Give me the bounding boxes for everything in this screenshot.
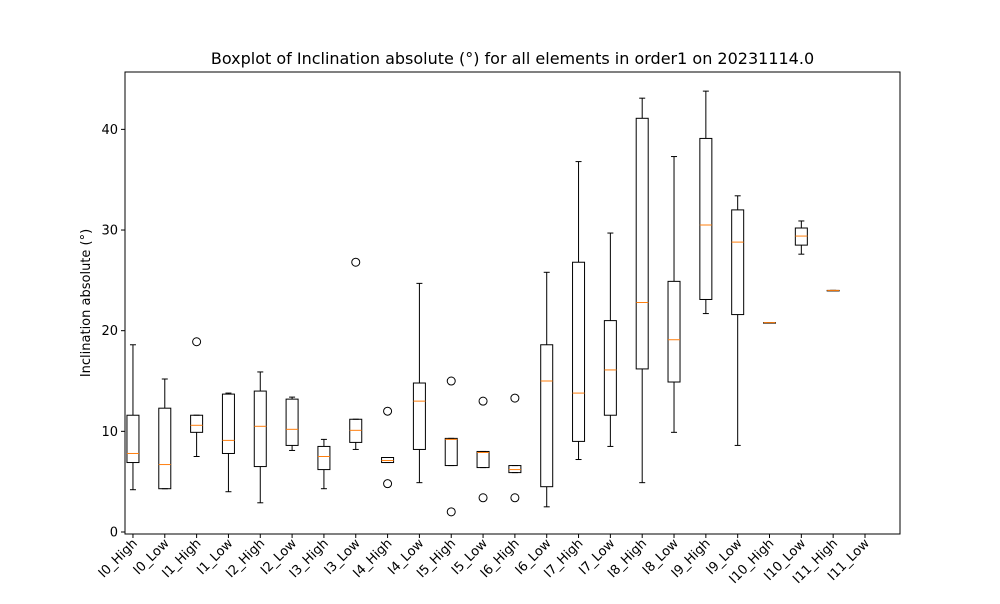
- outlier-point: [351, 257, 361, 267]
- iqr-box: [603, 320, 617, 416]
- iqr-box: [731, 209, 745, 316]
- box-I9_Low: [731, 195, 745, 446]
- outlier-point: [510, 493, 520, 503]
- outlier-point: [510, 393, 520, 403]
- outlier-point: [383, 406, 393, 416]
- axes-frame: [124, 71, 901, 535]
- box-I2_Low: [285, 396, 299, 451]
- iqr-box: [699, 137, 713, 300]
- outlier-point: [478, 493, 488, 503]
- iqr-box: [540, 344, 554, 488]
- chart-title: Boxplot of Inclination absolute (°) for …: [211, 49, 814, 68]
- box-I7_Low: [603, 232, 617, 447]
- iqr-box: [253, 390, 267, 468]
- y-tick-label: 10: [101, 425, 118, 440]
- box-I8_Low: [667, 156, 681, 433]
- box-I1_High: [190, 337, 204, 457]
- box-I7_High: [572, 161, 586, 461]
- outlier-point: [446, 376, 456, 386]
- iqr-box: [381, 457, 395, 464]
- iqr-box: [444, 437, 458, 467]
- y-tick-label: 0: [110, 525, 118, 540]
- iqr-box: [349, 418, 363, 443]
- box-I2_High: [253, 371, 267, 504]
- box-I8_High: [635, 97, 649, 484]
- iqr-box: [158, 407, 172, 490]
- box-I0_High: [126, 344, 140, 491]
- box-I5_Low: [476, 396, 490, 503]
- outlier-point: [383, 479, 393, 489]
- y-tick-label: 40: [101, 123, 118, 138]
- outlier-point: [446, 507, 456, 517]
- iqr-box: [317, 445, 331, 471]
- iqr-box: [667, 280, 681, 383]
- y-axis-label: Inclination absolute (°): [79, 229, 94, 377]
- box-I4_Low: [412, 282, 426, 484]
- box-I5_High: [444, 376, 458, 517]
- iqr-box: [190, 414, 204, 433]
- box-I10_Low: [794, 220, 808, 255]
- box-I6_High: [508, 393, 522, 503]
- box-I3_Low: [349, 257, 363, 450]
- y-tick-label: 20: [101, 324, 118, 339]
- box-I6_Low: [540, 271, 554, 508]
- iqr-box: [412, 382, 426, 450]
- box-I4_High: [381, 406, 395, 489]
- iqr-box: [476, 450, 490, 469]
- iqr-box: [221, 393, 235, 454]
- outlier-point: [478, 396, 488, 406]
- iqr-box: [126, 414, 140, 464]
- iqr-box: [285, 398, 299, 446]
- box-I9_High: [699, 90, 713, 315]
- iqr-box: [635, 117, 649, 370]
- box-I3_High: [317, 438, 331, 490]
- outlier-point: [192, 337, 202, 347]
- y-tick-label: 30: [101, 224, 118, 239]
- iqr-box: [794, 227, 808, 246]
- iqr-box: [508, 465, 522, 474]
- box-I11_High: [826, 289, 840, 292]
- box-I0_Low: [158, 378, 172, 490]
- box-I10_High: [763, 322, 777, 324]
- box-I1_Low: [221, 392, 235, 493]
- iqr-box: [572, 261, 586, 442]
